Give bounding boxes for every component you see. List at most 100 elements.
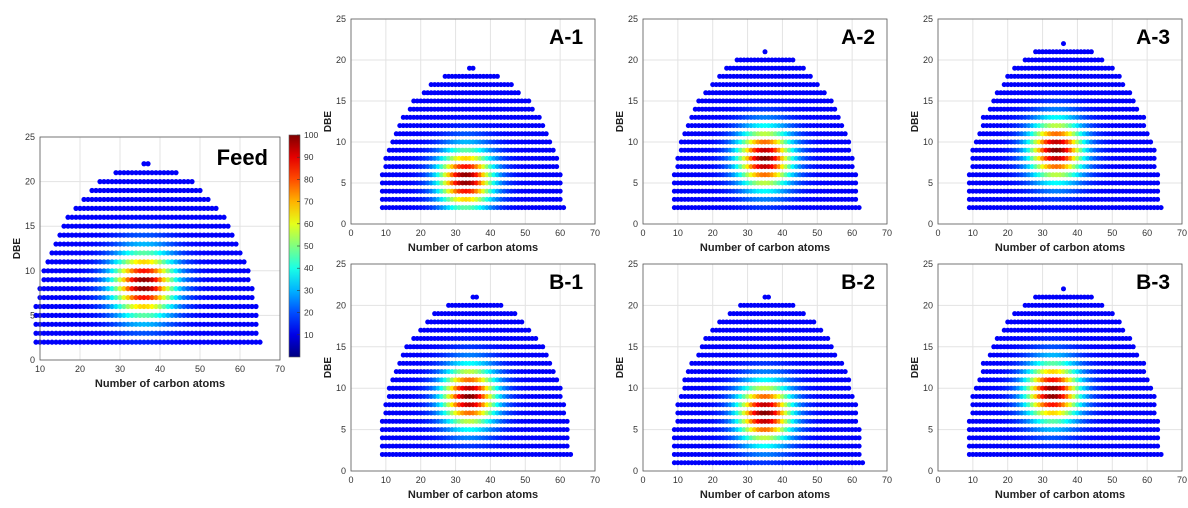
data-point xyxy=(547,361,552,366)
data-point xyxy=(495,74,500,79)
x-tick-label: 50 xyxy=(195,364,205,374)
x-tick-label: 40 xyxy=(777,228,787,238)
data-point xyxy=(565,435,570,440)
data-point xyxy=(846,140,851,145)
data-point xyxy=(253,313,258,318)
y-tick-label: 20 xyxy=(336,55,346,65)
data-point xyxy=(145,161,150,166)
data-point xyxy=(197,188,202,193)
x-tick-label: 40 xyxy=(155,364,165,374)
data-point xyxy=(843,369,848,374)
x-tick-label: 10 xyxy=(381,228,391,238)
panel-title: A-2 xyxy=(841,26,875,49)
data-point xyxy=(1155,189,1160,194)
data-point xyxy=(1152,148,1157,153)
y-tick-label: 15 xyxy=(923,96,933,106)
data-point xyxy=(1155,197,1160,202)
x-tick-label: 30 xyxy=(451,475,461,485)
y-axis-label: DBE xyxy=(323,357,334,378)
y-tick-label: 10 xyxy=(923,137,933,147)
data-point xyxy=(1089,49,1094,54)
data-point xyxy=(860,460,865,465)
data-point xyxy=(245,277,250,282)
data-point xyxy=(547,140,552,145)
data-point xyxy=(526,99,531,104)
data-point xyxy=(245,268,250,273)
x-tick-label: 20 xyxy=(1003,228,1013,238)
data-point xyxy=(1159,205,1164,210)
data-point xyxy=(257,340,262,345)
data-point xyxy=(853,172,858,177)
y-tick-label: 5 xyxy=(341,178,346,188)
data-point xyxy=(558,197,563,202)
y-tick-label: 25 xyxy=(628,14,638,24)
data-point xyxy=(509,82,514,87)
data-point xyxy=(229,233,234,238)
y-tick-label: 5 xyxy=(30,310,35,320)
data-point xyxy=(1141,115,1146,120)
x-tick-label: 0 xyxy=(348,228,353,238)
x-tick-label: 20 xyxy=(75,364,85,374)
data-point xyxy=(763,49,768,54)
y-tick-label: 25 xyxy=(336,259,346,269)
x-tick-label: 40 xyxy=(485,228,495,238)
data-point xyxy=(853,197,858,202)
data-point xyxy=(853,181,858,186)
x-tick-label: 10 xyxy=(673,228,683,238)
data-point xyxy=(554,156,559,161)
data-point xyxy=(836,115,841,120)
data-point xyxy=(551,148,556,153)
data-point xyxy=(554,164,559,169)
x-tick-label: 40 xyxy=(1072,228,1082,238)
data-point xyxy=(801,66,806,71)
panel-title: B-1 xyxy=(549,271,583,294)
data-point xyxy=(843,131,848,136)
data-point xyxy=(516,90,521,95)
y-tick-label: 15 xyxy=(628,96,638,106)
data-point xyxy=(537,115,542,120)
data-point xyxy=(565,444,570,449)
data-point xyxy=(850,164,855,169)
data-point xyxy=(512,311,517,316)
x-tick-label: 50 xyxy=(1107,228,1117,238)
x-tick-label: 10 xyxy=(381,475,391,485)
data-point xyxy=(540,344,545,349)
x-tick-label: 70 xyxy=(590,475,600,485)
data-point xyxy=(1110,66,1115,71)
x-tick-label: 40 xyxy=(485,475,495,485)
data-point xyxy=(249,295,254,300)
y-tick-label: 20 xyxy=(628,55,638,65)
data-point xyxy=(519,319,524,324)
data-point xyxy=(790,58,795,63)
x-tick-label: 60 xyxy=(555,475,565,485)
y-axis-label: DBE xyxy=(12,238,23,259)
data-point xyxy=(857,435,862,440)
data-point xyxy=(850,156,855,161)
data-point xyxy=(471,66,476,71)
y-tick-label: 5 xyxy=(341,425,346,435)
data-point xyxy=(558,172,563,177)
y-tick-label: 25 xyxy=(336,14,346,24)
data-point xyxy=(1117,74,1122,79)
data-point xyxy=(533,336,538,341)
x-tick-label: 60 xyxy=(235,364,245,374)
data-point xyxy=(551,369,556,374)
x-axis-label: Number of carbon atoms xyxy=(408,489,538,501)
y-tick-label: 20 xyxy=(336,300,346,310)
data-point xyxy=(1145,131,1150,136)
data-point xyxy=(1120,82,1125,87)
x-tick-label: 20 xyxy=(708,228,718,238)
panel-title: A-3 xyxy=(1136,26,1170,49)
data-point xyxy=(498,303,503,308)
data-point xyxy=(544,131,549,136)
data-point xyxy=(233,241,238,246)
data-point xyxy=(1148,140,1153,145)
y-tick-label: 10 xyxy=(336,137,346,147)
y-tick-label: 0 xyxy=(633,219,638,229)
data-point xyxy=(857,205,862,210)
y-tick-label: 5 xyxy=(633,178,638,188)
